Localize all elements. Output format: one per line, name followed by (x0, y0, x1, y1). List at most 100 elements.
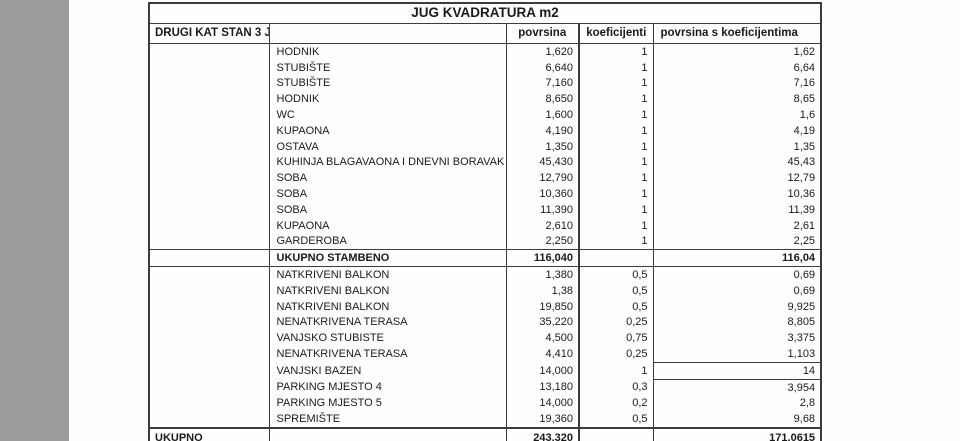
table-row: SOBA 11,390 1 11,39 (149, 201, 821, 218)
cell-group (149, 91, 270, 108)
document-page: JUG KVADRATURA m2 DRUGI KAT STAN 3 J pov… (69, 0, 960, 441)
cell-coef (579, 249, 654, 268)
cell-coef: 1 (579, 201, 654, 218)
cell-area: 1,380 (506, 266, 580, 283)
table-row: KUHINJA BLAGAVAONA I DNEVNI BORAVAK 45,4… (149, 154, 821, 171)
cell-area: 4,410 (506, 346, 580, 363)
cell-area-coef: 2,25 (793, 235, 816, 248)
cell-area: 1,350 (506, 138, 580, 155)
cell-area-coef: 1,6 (799, 109, 816, 122)
cell-group (149, 314, 270, 331)
cell-name: SOBA (269, 170, 507, 187)
table-row: GARDEROBA 2,250 1 2,25 (149, 233, 821, 250)
cell-coef: 1 (579, 154, 654, 171)
cell-coef: 1 (579, 91, 654, 108)
table-total-row: UKUPNO 243,320 171,0615 (149, 427, 822, 441)
cell-name: NATKRIVENI BALKON (269, 298, 507, 315)
cell-name: STUBIŠTE (269, 75, 507, 92)
table-row: NENATKRIVENA TERASA 4,410 0,25 1,103 (149, 346, 821, 363)
cell-group (149, 249, 270, 268)
cell-name: KUPAONA (269, 217, 507, 234)
cell-area-coef: 2,61 (793, 219, 816, 232)
cell-name: NENATKRIVENA TERASA (269, 314, 507, 331)
cell-area-coef: 0,69 (793, 284, 816, 297)
cell-group (149, 75, 270, 92)
cell-area: 1,38 (506, 282, 580, 299)
cell-group (149, 379, 270, 396)
cell-area-coef: 171,0615 (653, 427, 822, 441)
cell-area-coef: 45,43 (787, 156, 816, 169)
table-row: VANJSKO STUBISTE 4,500 0,75 3,375 (149, 330, 821, 347)
cell-area-coef: 14 (653, 361, 822, 380)
table-row: HODNIK 1,620 1 1,62 (149, 43, 821, 60)
cell-group: UKUPNO (149, 427, 270, 441)
cell-area-coef: 12,79 (787, 172, 816, 185)
cell-name: KUPAONA (269, 122, 507, 139)
cell-name: UKUPNO STAMBENO (269, 249, 507, 268)
cell-name: KUHINJA BLAGAVAONA I DNEVNI BORAVAK (269, 154, 507, 171)
cell-coef: 0,5 (579, 266, 654, 283)
cell-coef: 1 (579, 107, 654, 123)
cell-coef: 1 (579, 170, 654, 187)
cell-area: 6,640 (506, 59, 580, 76)
cell-group (149, 266, 270, 283)
table-row: PARKING MJESTO 4 13,180 0,3 3,954 (149, 379, 821, 396)
cell-group (149, 138, 270, 155)
table-row: NATKRIVENI BALKON 1,380 0,5 0,69 (149, 266, 821, 283)
cell-area: 10,360 (506, 186, 580, 202)
cell-area-coef: 8,65 (793, 93, 816, 106)
cell-coef: 0,25 (579, 346, 654, 363)
cell-area-coef: 1,35 (793, 140, 816, 153)
cell-area-coef: 11,39 (788, 203, 816, 216)
cell-name: NENATKRIVENA TERASA (269, 346, 507, 363)
cell-group (149, 122, 270, 139)
cell-area-coef: 9,925 (787, 300, 816, 313)
header-group: DRUGI KAT STAN 3 J (149, 23, 270, 44)
kvadratura-table: JUG KVADRATURA m2 DRUGI KAT STAN 3 J pov… (148, 2, 823, 441)
cell-name: PARKING MJESTO 4 (269, 379, 507, 396)
table-row: STUBIŠTE 6,640 1 6,64 (149, 59, 821, 76)
table-row: NENATKRIVENA TERASA 35,220 0,25 8,805 (149, 314, 821, 331)
cell-area-coef: 3,954 (787, 381, 816, 394)
cell-area: 11,390 (506, 201, 580, 218)
cell-coef: 1 (579, 59, 654, 76)
cell-group (149, 154, 270, 171)
cell-area: 1,620 (506, 43, 580, 60)
cell-group (149, 170, 270, 187)
table-title-row: JUG KVADRATURA m2 (149, 3, 822, 24)
cell-coef: 1 (579, 138, 654, 155)
cell-area-coef: 9,68 (793, 413, 816, 426)
cell-coef: 1 (579, 75, 654, 92)
cell-group (149, 201, 270, 218)
cell-group (149, 298, 270, 315)
cell-group (149, 233, 270, 250)
cell-area: 2,250 (506, 233, 580, 250)
cell-area: 4,500 (506, 330, 580, 347)
cell-name (269, 427, 507, 441)
cell-coef: 1 (579, 362, 654, 380)
header-coef: koeficijenti (579, 23, 654, 44)
cell-area: 2,610 (506, 217, 580, 234)
cell-area: 14,000 (506, 395, 580, 412)
cell-name: OSTAVA (269, 138, 507, 155)
table-row: HODNIK 8,650 1 8,65 (149, 91, 821, 108)
header-area: povrsina (506, 23, 580, 44)
cell-area-coef: 1,103 (787, 347, 816, 360)
cell-group (149, 107, 270, 123)
cell-coef: 0,5 (579, 298, 654, 315)
page-title: JUG KVADRATURA m2 (149, 3, 822, 24)
cell-group (149, 362, 270, 380)
cell-group (149, 330, 270, 347)
cell-area: 19,360 (506, 411, 580, 429)
cell-area: 8,650 (506, 91, 580, 108)
table-row: SOBA 10,360 1 10,36 (149, 186, 821, 202)
cell-group (149, 282, 270, 299)
table-row: STUBIŠTE 7,160 1 7,16 (149, 75, 821, 92)
cell-area: 7,160 (506, 75, 580, 92)
cell-group (149, 186, 270, 202)
cell-group (149, 43, 270, 60)
cell-name: NATKRIVENI BALKON (269, 282, 507, 299)
cell-area-coef: 3,375 (787, 332, 816, 345)
cell-area: 12,790 (506, 170, 580, 187)
cell-coef: 0,25 (579, 314, 654, 331)
